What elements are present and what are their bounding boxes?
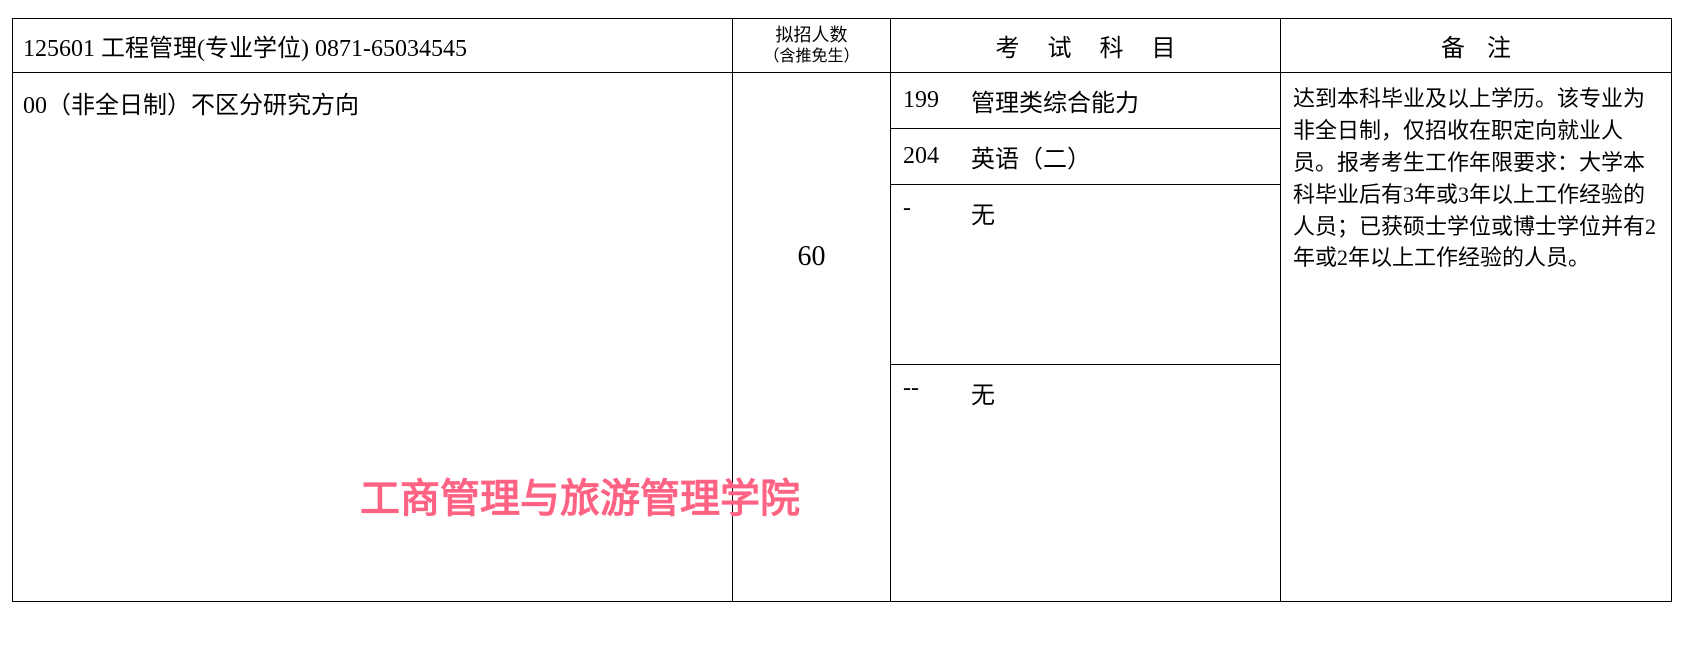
remark-header-cell: 备注 bbox=[1281, 19, 1671, 72]
exam-name: 英语（二） bbox=[971, 139, 1091, 174]
exam-row: 204 英语（二） bbox=[891, 129, 1280, 185]
quota-cell: 60 bbox=[733, 73, 891, 601]
remark-cell: 达到本科毕业及以上学历。该专业为非全日制，仅招收在职定向就业人员。报考考生工作年… bbox=[1281, 73, 1671, 601]
quota-sublabel: （含推免生） bbox=[763, 47, 859, 66]
quota-header-cell: 拟招人数 （含推免生） bbox=[733, 19, 891, 72]
exam-name: 无 bbox=[971, 195, 995, 230]
program-line: 125601 工程管理(专业学位) 0871-65034545 bbox=[23, 28, 467, 63]
program-header-cell: 125601 工程管理(专业学位) 0871-65034545 bbox=[13, 19, 733, 72]
remark-header-label: 备注 bbox=[1441, 28, 1533, 63]
direction-cell: 00（非全日制）不区分研究方向 bbox=[13, 73, 733, 601]
exam-row: - 无 bbox=[891, 185, 1280, 365]
exam-code: -- bbox=[903, 375, 971, 402]
exam-code: - bbox=[903, 195, 971, 222]
exam-header-cell: 考试科目 bbox=[891, 19, 1281, 72]
exam-code: 204 bbox=[903, 143, 971, 170]
table-header-row: 125601 工程管理(专业学位) 0871-65034545 拟招人数 （含推… bbox=[13, 19, 1671, 73]
exam-row: 199 管理类综合能力 bbox=[891, 73, 1280, 129]
direction-text: 00（非全日制）不区分研究方向 bbox=[23, 93, 359, 119]
table-body-row: 00（非全日制）不区分研究方向 60 199 管理类综合能力 204 英语（二）… bbox=[13, 73, 1671, 601]
exam-row: -- 无 bbox=[891, 365, 1280, 601]
program-table: 125601 工程管理(专业学位) 0871-65034545 拟招人数 （含推… bbox=[12, 18, 1672, 602]
quota-value: 60 bbox=[798, 241, 826, 273]
exam-cell: 199 管理类综合能力 204 英语（二） - 无 -- 无 bbox=[891, 73, 1281, 601]
remark-text: 达到本科毕业及以上学历。该专业为非全日制，仅招收在职定向就业人员。报考考生工作年… bbox=[1293, 86, 1656, 270]
exam-header-label: 考试科目 bbox=[996, 28, 1204, 63]
exam-name: 管理类综合能力 bbox=[971, 83, 1139, 118]
exam-name: 无 bbox=[971, 375, 995, 410]
quota-label: 拟招人数 bbox=[776, 25, 848, 47]
exam-code: 199 bbox=[903, 87, 971, 114]
